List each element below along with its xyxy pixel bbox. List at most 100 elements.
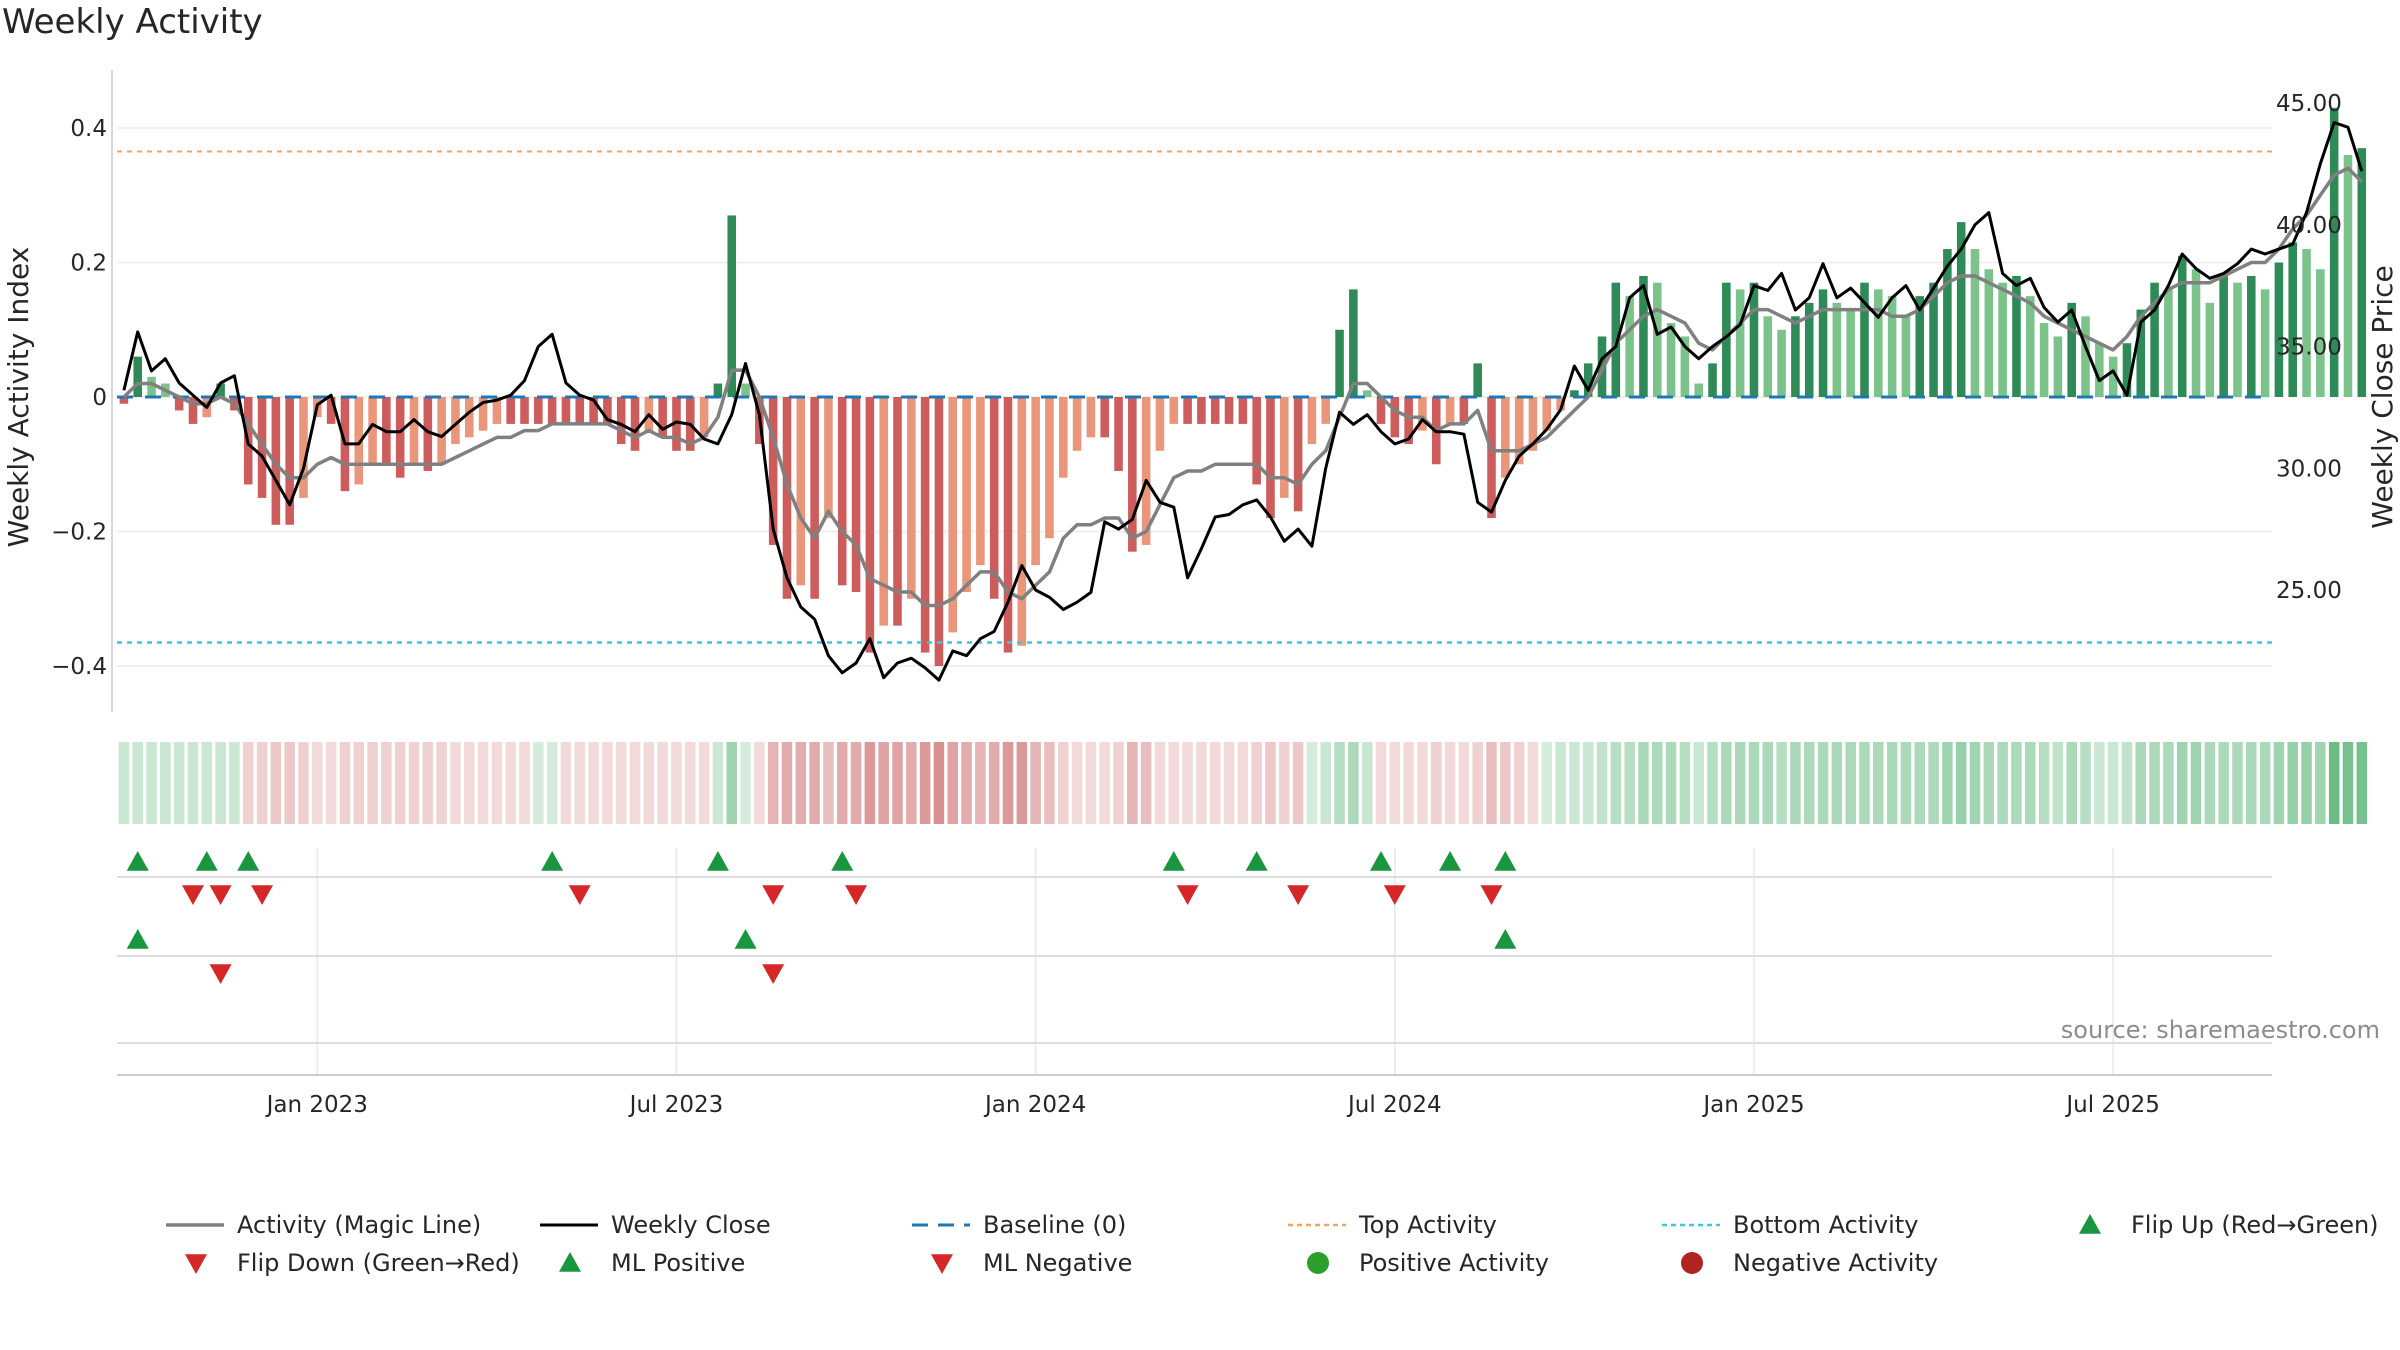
heat-cell <box>1223 742 1235 824</box>
heat-cell <box>1209 742 1221 824</box>
heat-cell <box>1430 742 1442 824</box>
heat-cell <box>740 742 751 824</box>
heat-cell <box>2038 742 2050 824</box>
activity-bar <box>1528 397 1538 451</box>
y-tick-label: 0.2 <box>70 251 107 277</box>
activity-bar <box>1818 289 1828 397</box>
activity-bar <box>1280 397 1289 498</box>
activity-heat-strip <box>118 742 2368 824</box>
heat-cell <box>2107 742 2119 824</box>
heat-cell <box>146 742 157 824</box>
activity-bar <box>2246 275 2256 397</box>
activity-bar <box>1763 316 1773 397</box>
heat-cell <box>422 742 434 824</box>
heat-cell <box>1306 742 1318 824</box>
activity-bar <box>741 383 750 397</box>
activity-bar <box>2081 316 2090 397</box>
flip-up-marker <box>126 851 149 871</box>
activity-bar <box>589 397 598 424</box>
axes-layer: 0.4 0.2 0 −0.2 −0.4 45.00 40.00 35.00 30.00 25.00… <box>2 70 2399 1118</box>
heat-cell <box>1472 742 1483 824</box>
legend-label: Activity (Magic Line) <box>237 1211 481 1239</box>
heat-cell <box>1002 742 1014 824</box>
legend-swatch <box>185 1254 207 1274</box>
heat-cell <box>1444 742 1456 824</box>
legend-label: Flip Up (Red→Green) <box>2131 1211 2379 1239</box>
activity-bar <box>1680 336 1690 397</box>
heat-cell <box>394 742 406 824</box>
heat-cell <box>2218 742 2229 824</box>
activity-bar <box>1473 363 1482 397</box>
heat-cell <box>1168 742 1180 824</box>
activity-bar <box>699 397 709 438</box>
y-tick-label: 0 <box>92 385 107 411</box>
activity-bar <box>1238 397 1248 424</box>
heat-cell <box>850 742 862 824</box>
activity-bar <box>1307 397 1317 445</box>
activity-bar <box>2164 289 2173 397</box>
page-title: Weekly Activity <box>2 2 263 42</box>
y2-axis-title: Weekly Close Price <box>2366 265 2399 528</box>
activity-bar <box>920 397 930 653</box>
flip-up-marker <box>195 851 218 871</box>
flip-up-marker <box>706 851 729 871</box>
activity-bar <box>216 383 225 397</box>
legend-item-magic: Activity (Magic Line) <box>166 1211 481 1239</box>
activity-bar <box>1583 363 1593 397</box>
activity-bar <box>2150 282 2159 397</box>
heat-cell <box>1569 742 1580 824</box>
activity-bar <box>1183 397 1192 424</box>
heat-cell <box>1375 742 1387 824</box>
heat-cell <box>864 742 876 824</box>
series-lines <box>117 121 2364 682</box>
legend-item-pos_act: Positive Activity <box>1307 1249 1549 1277</box>
activity-bar <box>1045 397 1054 539</box>
heat-cell <box>1582 742 1594 824</box>
heat-cell <box>464 742 475 824</box>
activity-bar <box>1003 397 1013 653</box>
heat-cell <box>1348 742 1359 824</box>
activity-bar <box>188 397 198 424</box>
activity-bar <box>409 397 419 465</box>
heat-cell <box>1969 742 1981 824</box>
heat-cell <box>519 742 530 824</box>
legend-item-ml_pos: ML Positive <box>559 1249 745 1277</box>
heat-cell <box>1790 742 1801 824</box>
activity-bar <box>1611 282 1621 397</box>
activity-bar <box>824 397 833 519</box>
y2-tick-label: 35.00 <box>2276 335 2342 361</box>
heat-cell <box>2204 742 2216 824</box>
activity-bar <box>1404 397 1413 445</box>
activity-bar <box>368 397 377 465</box>
activity-bar <box>865 397 875 653</box>
activity-bar <box>1708 363 1717 397</box>
activity-bar <box>1031 397 1040 566</box>
activity-bar <box>1114 397 1123 471</box>
activity-bar <box>1970 249 1980 397</box>
activity-bars <box>119 107 2367 666</box>
activity-bar <box>810 397 819 599</box>
heat-cell <box>809 742 820 824</box>
heat-cell <box>685 742 696 824</box>
heat-cell <box>1417 742 1428 824</box>
legend-item-ml_neg: ML Negative <box>931 1249 1132 1277</box>
activity-bar <box>1542 397 1552 431</box>
activity-bar <box>174 397 184 411</box>
heat-cell <box>408 742 420 824</box>
heat-cell <box>270 742 282 824</box>
heat-cell <box>1831 742 1843 824</box>
activity-bar <box>1197 397 1206 424</box>
activity-bar <box>534 397 543 424</box>
heat-cell <box>367 742 378 824</box>
activity-bar <box>326 397 336 424</box>
activity-bar <box>2012 275 2021 397</box>
activity-bar <box>133 356 143 397</box>
heat-cell <box>1292 742 1304 824</box>
activity-bar <box>492 397 502 424</box>
activity-bar <box>727 215 737 397</box>
activity-bar <box>2205 302 2215 397</box>
heat-cell <box>1016 742 1028 824</box>
activity-bar <box>879 397 888 626</box>
heat-cell <box>1596 742 1608 824</box>
activity-bar <box>1349 289 1358 397</box>
